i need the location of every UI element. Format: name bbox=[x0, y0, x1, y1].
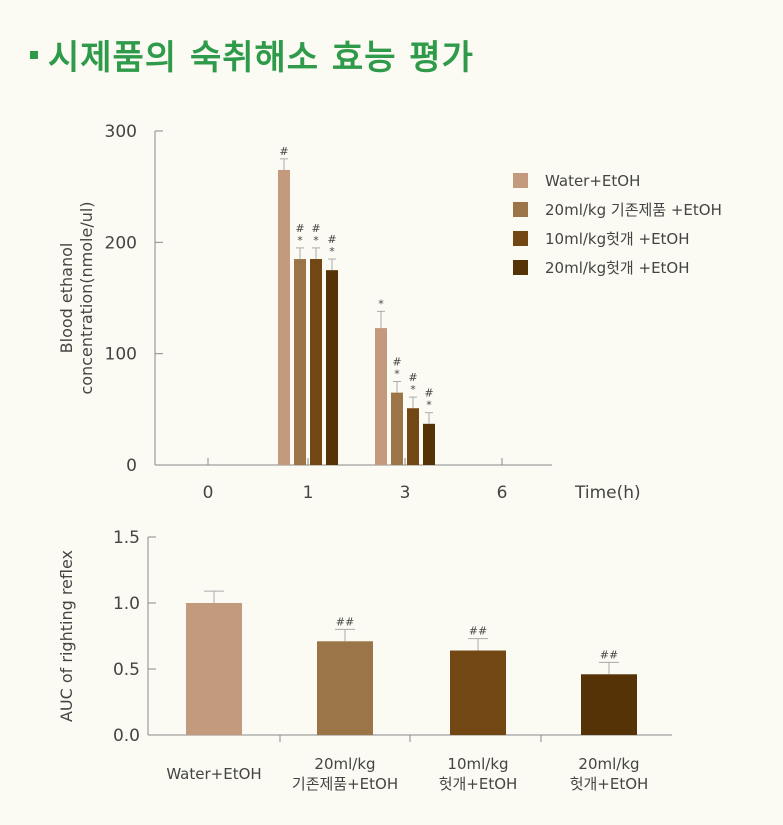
significance-mark: ## bbox=[336, 615, 354, 628]
legend-label: Water+EtOH bbox=[545, 172, 640, 190]
significance-mark: * bbox=[394, 368, 400, 381]
y-tick-label: 1.0 bbox=[113, 594, 140, 614]
significance-mark: # bbox=[327, 233, 336, 246]
y-axis-title: AUC of righting reflex bbox=[57, 550, 76, 722]
bar bbox=[310, 259, 322, 465]
legend-label: 10ml/kg헛개 +EtOH bbox=[545, 230, 690, 248]
x-axis-title: Time(h) bbox=[574, 483, 641, 503]
x-tick-label: 1 bbox=[303, 483, 314, 503]
y-tick-label: 1.5 bbox=[113, 528, 140, 548]
x-tick-label: 20ml/kg 헛개+EtOH bbox=[570, 755, 649, 793]
legend-label: 20ml/kg헛개 +EtOH bbox=[545, 259, 690, 277]
page-title-text: 시제품의 숙취해소 효능 평가 bbox=[48, 38, 474, 78]
bar bbox=[375, 328, 387, 465]
bar bbox=[423, 423, 435, 465]
significance-mark: # bbox=[279, 145, 288, 158]
significance-mark: ## bbox=[600, 648, 618, 661]
legend-swatch bbox=[513, 173, 528, 188]
x-tick-label: 10ml/kg 헛개+EtOH bbox=[439, 755, 518, 793]
y-tick-label: 200 bbox=[105, 233, 137, 253]
y-tick-label: 300 bbox=[105, 122, 137, 142]
significance-mark: * bbox=[410, 383, 416, 396]
bar bbox=[186, 603, 242, 735]
legend-swatch bbox=[513, 231, 528, 246]
y-tick-label: 100 bbox=[105, 345, 137, 365]
title-bullet-icon bbox=[30, 50, 38, 59]
significance-mark: # bbox=[311, 222, 320, 235]
x-tick-label: 3 bbox=[400, 483, 411, 503]
legend-label: 20ml/kg 기존제품 +EtOH bbox=[545, 201, 722, 219]
bar bbox=[317, 641, 373, 735]
significance-mark: * bbox=[313, 234, 319, 247]
bar bbox=[581, 674, 637, 735]
page-title: 시제품의 숙취해소 효능 평가 bbox=[30, 30, 474, 79]
y-tick-label: 0.0 bbox=[113, 726, 140, 746]
x-tick-label: 0 bbox=[203, 483, 214, 503]
significance-mark: # bbox=[424, 387, 433, 400]
x-tick-label: 20ml/kg 기존제품+EtOH bbox=[292, 755, 398, 793]
significance-mark: * bbox=[297, 234, 303, 247]
bar bbox=[391, 392, 403, 465]
bar bbox=[407, 408, 419, 465]
significance-mark: * bbox=[426, 399, 432, 412]
significance-mark: * bbox=[329, 245, 335, 258]
significance-mark: * bbox=[378, 297, 384, 310]
significance-mark: # bbox=[392, 356, 401, 369]
legend-swatch bbox=[513, 202, 528, 217]
y-axis-title: Blood ethanolconcentration(nmole/ul) bbox=[57, 201, 96, 394]
bar bbox=[278, 169, 290, 465]
y-tick-label: 0.5 bbox=[113, 660, 140, 680]
bar bbox=[326, 270, 338, 465]
y-tick-label: 0 bbox=[126, 456, 137, 476]
bar bbox=[450, 650, 506, 735]
x-tick-label: Water+EtOH bbox=[166, 765, 261, 783]
legend-swatch bbox=[513, 260, 528, 275]
significance-mark: ## bbox=[469, 625, 487, 638]
significance-mark: # bbox=[408, 371, 417, 384]
x-tick-label: 6 bbox=[497, 483, 508, 503]
bar bbox=[294, 259, 306, 465]
significance-mark: # bbox=[295, 222, 304, 235]
